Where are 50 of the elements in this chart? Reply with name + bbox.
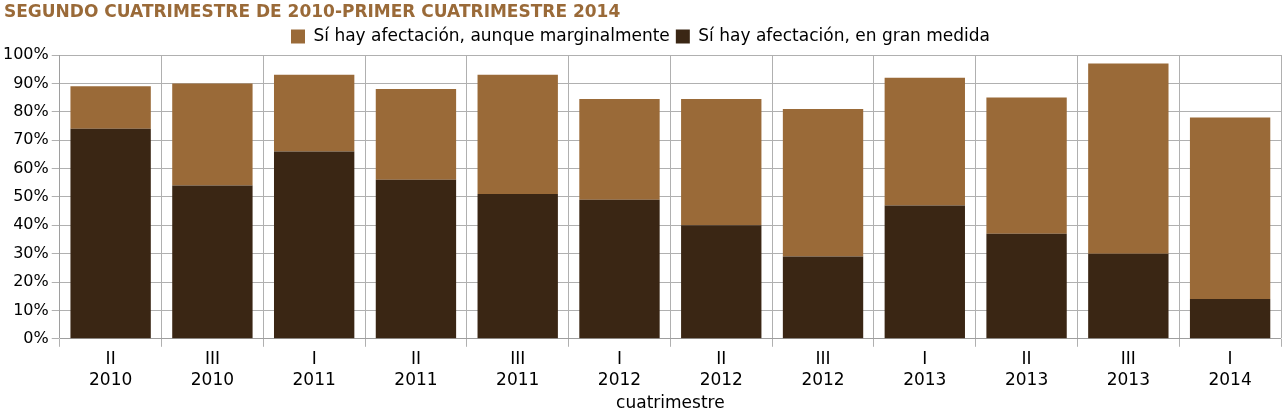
bar [782, 108, 864, 257]
bar [273, 74, 355, 152]
y-tick-label: 100% [2, 44, 49, 64]
bar [70, 86, 151, 129]
x-tick-label: I 2011 [292, 348, 336, 389]
y-tick-label: 90% [13, 72, 49, 92]
bar [1088, 63, 1169, 254]
bar [1189, 299, 1271, 339]
bar [375, 179, 457, 339]
y-tick-label: 80% [13, 100, 49, 120]
bar [782, 256, 864, 339]
bar [986, 233, 1067, 339]
bar [884, 205, 965, 339]
chart-title: SEGUNDO CUATRIMESTRE DE 2010-PRIMER CUATRIMESTRE 2014 [3, 0, 622, 22]
legend-label: Sí hay afectación, aunque marginalmente [313, 24, 670, 45]
x-tick-label: II 2010 [89, 348, 133, 389]
x-tick-label: II 2011 [394, 348, 438, 389]
y-tick-label: 0% [23, 327, 49, 347]
x-tick-label: I 2014 [1208, 348, 1252, 389]
bar [681, 225, 762, 339]
x-tick-label: II 2013 [1004, 348, 1049, 389]
bar [273, 151, 355, 339]
y-tick-label: 50% [13, 186, 49, 206]
bar [172, 83, 253, 186]
x-tick-label: III 2013 [1106, 348, 1150, 389]
y-tick-label: 30% [13, 242, 49, 262]
y-tick-label: 10% [13, 299, 49, 319]
bar [477, 194, 558, 339]
bar [681, 98, 762, 226]
bar [1088, 253, 1169, 339]
x-tick-label: III 2011 [496, 348, 540, 389]
bar [375, 89, 457, 180]
x-tick-label: III 2012 [801, 348, 845, 389]
legend-label: Sí hay afectación, en gran medida [698, 24, 991, 45]
x-tick-label: II 2012 [699, 348, 743, 389]
x-tick-label: I 2013 [903, 348, 947, 389]
bar [884, 77, 965, 206]
y-tick-label: 70% [13, 129, 49, 149]
bar [70, 128, 151, 339]
bar [579, 98, 660, 200]
bar [172, 185, 253, 339]
bar [986, 97, 1067, 234]
bar [477, 74, 558, 195]
x-axis-title: cuatrimestre [616, 392, 725, 413]
y-tick-label: 60% [13, 157, 49, 177]
bar [1189, 117, 1271, 300]
bar [579, 199, 660, 339]
y-tick-label: 40% [13, 214, 49, 234]
y-tick-label: 20% [13, 271, 49, 291]
x-tick-label: III 2010 [190, 348, 235, 389]
